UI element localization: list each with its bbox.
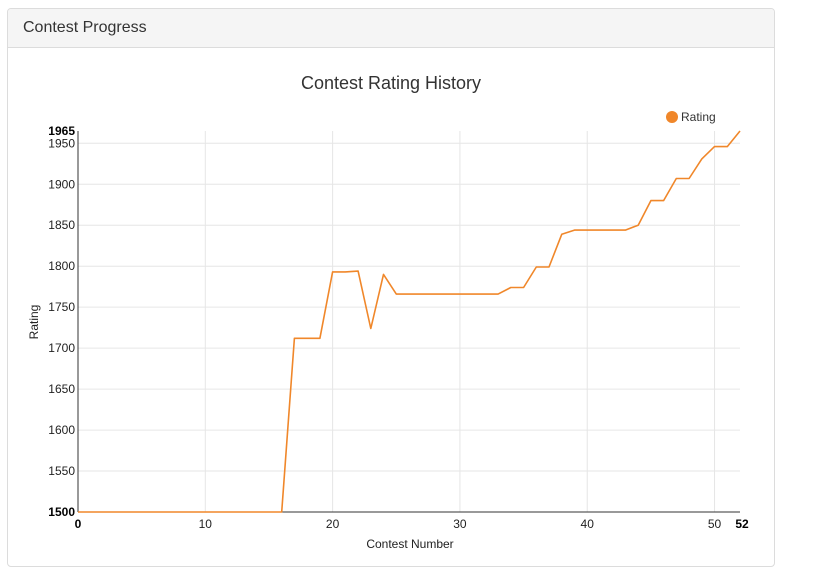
- series-layer: [78, 130, 741, 513]
- chart-title: Contest Rating History: [301, 73, 481, 93]
- panel-title: Contest Progress: [8, 9, 774, 48]
- x-tick-label: 20: [326, 517, 340, 531]
- y-tick-label: 1600: [48, 423, 75, 437]
- y-tick-label: 1900: [48, 177, 75, 191]
- chart-axes: [77, 131, 740, 513]
- tick-labels: 1500 1550 1600 1650 1700 1750 1800 1850 1900 1950…: [48, 124, 749, 531]
- x-tick-label: 30: [453, 517, 467, 531]
- y-tick-label: 1965: [48, 124, 75, 138]
- x-tick-label: 10: [199, 517, 213, 531]
- series-line-rating[interactable]: [78, 130, 741, 513]
- x-tick-label: 0: [75, 517, 82, 531]
- x-tick-label: 52: [735, 517, 749, 531]
- contest-progress-panel: Contest Progress: [7, 8, 775, 567]
- y-tick-label: 1500: [48, 505, 75, 519]
- y-axis-label: Rating: [27, 305, 41, 340]
- y-tick-label: 1650: [48, 382, 75, 396]
- y-tick-label: 1750: [48, 300, 75, 314]
- x-axis-label: Contest Number: [366, 537, 453, 551]
- chart-grid: [78, 131, 740, 512]
- chart-legend[interactable]: Rating: [666, 110, 716, 124]
- y-tick-label: 1700: [48, 341, 75, 355]
- legend-rating-marker: [666, 111, 678, 123]
- y-tick-label: 1950: [48, 136, 75, 150]
- y-tick-label: 1850: [48, 218, 75, 232]
- x-tick-label: 40: [581, 517, 595, 531]
- x-tick-label: 50: [708, 517, 722, 531]
- y-tick-label: 1800: [48, 259, 75, 273]
- y-tick-label: 1550: [48, 464, 75, 478]
- legend-rating-label: Rating: [681, 110, 716, 124]
